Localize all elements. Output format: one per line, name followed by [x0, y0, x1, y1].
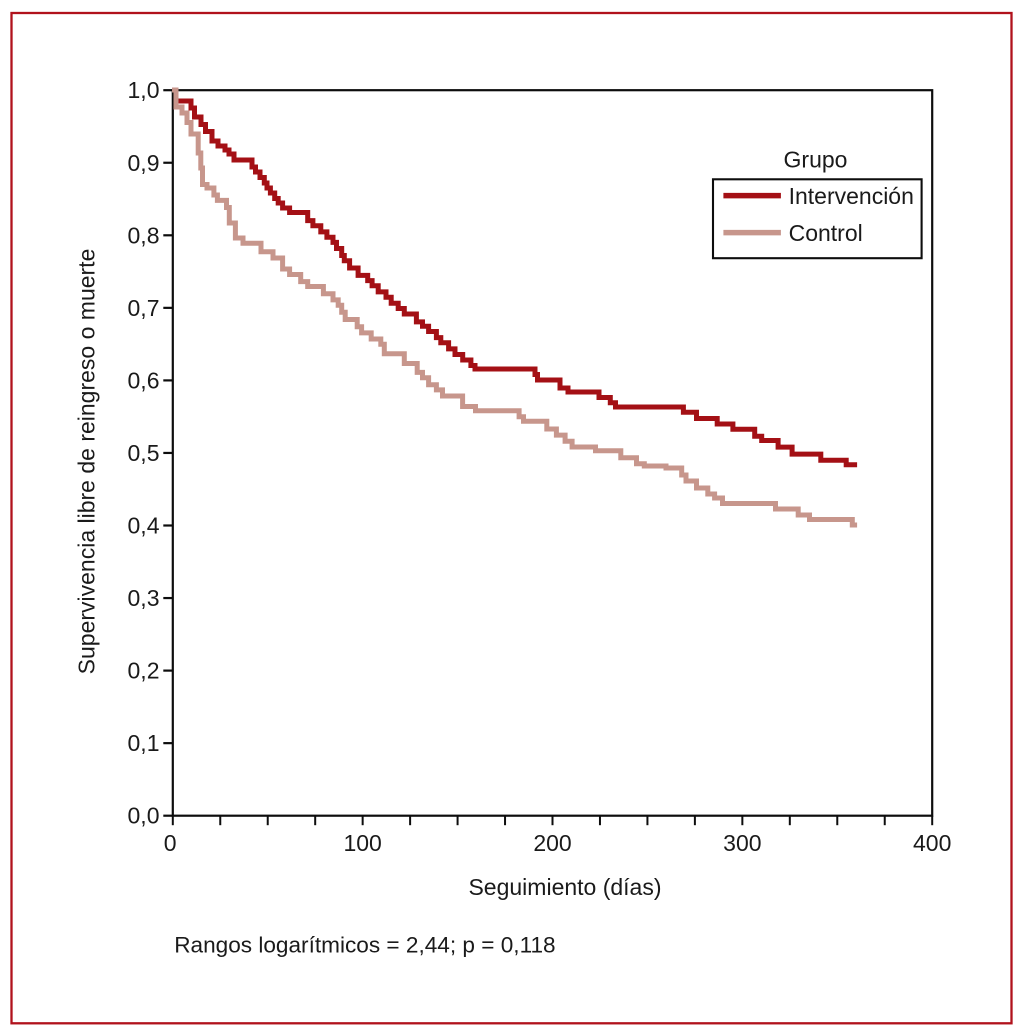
- svg-text:0,8: 0,8: [128, 222, 160, 248]
- svg-text:0,5: 0,5: [128, 440, 160, 466]
- svg-text:0,3: 0,3: [128, 585, 160, 611]
- svg-text:1,0: 1,0: [128, 77, 160, 103]
- svg-text:0,0: 0,0: [128, 803, 160, 829]
- svg-text:0,6: 0,6: [128, 367, 160, 393]
- svg-text:0,4: 0,4: [128, 513, 160, 539]
- svg-text:Intervención: Intervención: [789, 183, 914, 209]
- svg-text:100: 100: [343, 830, 381, 856]
- svg-text:0: 0: [164, 830, 177, 856]
- svg-text:0,9: 0,9: [128, 150, 160, 176]
- svg-text:300: 300: [723, 830, 761, 856]
- svg-text:Rangos logarítmicos = 2,44; p: Rangos logarítmicos = 2,44; p = 0,118: [174, 933, 555, 958]
- svg-text:200: 200: [533, 830, 571, 856]
- svg-text:Grupo: Grupo: [784, 146, 848, 172]
- svg-text:Supervivencia libre de reingre: Supervivencia libre de reingreso o muert…: [74, 249, 100, 675]
- svg-text:Seguimiento (días): Seguimiento (días): [468, 874, 661, 900]
- svg-text:0,7: 0,7: [128, 295, 160, 321]
- svg-text:0,1: 0,1: [128, 730, 160, 756]
- svg-text:400: 400: [913, 830, 951, 856]
- svg-text:0,2: 0,2: [128, 658, 160, 684]
- svg-text:Control: Control: [789, 220, 863, 246]
